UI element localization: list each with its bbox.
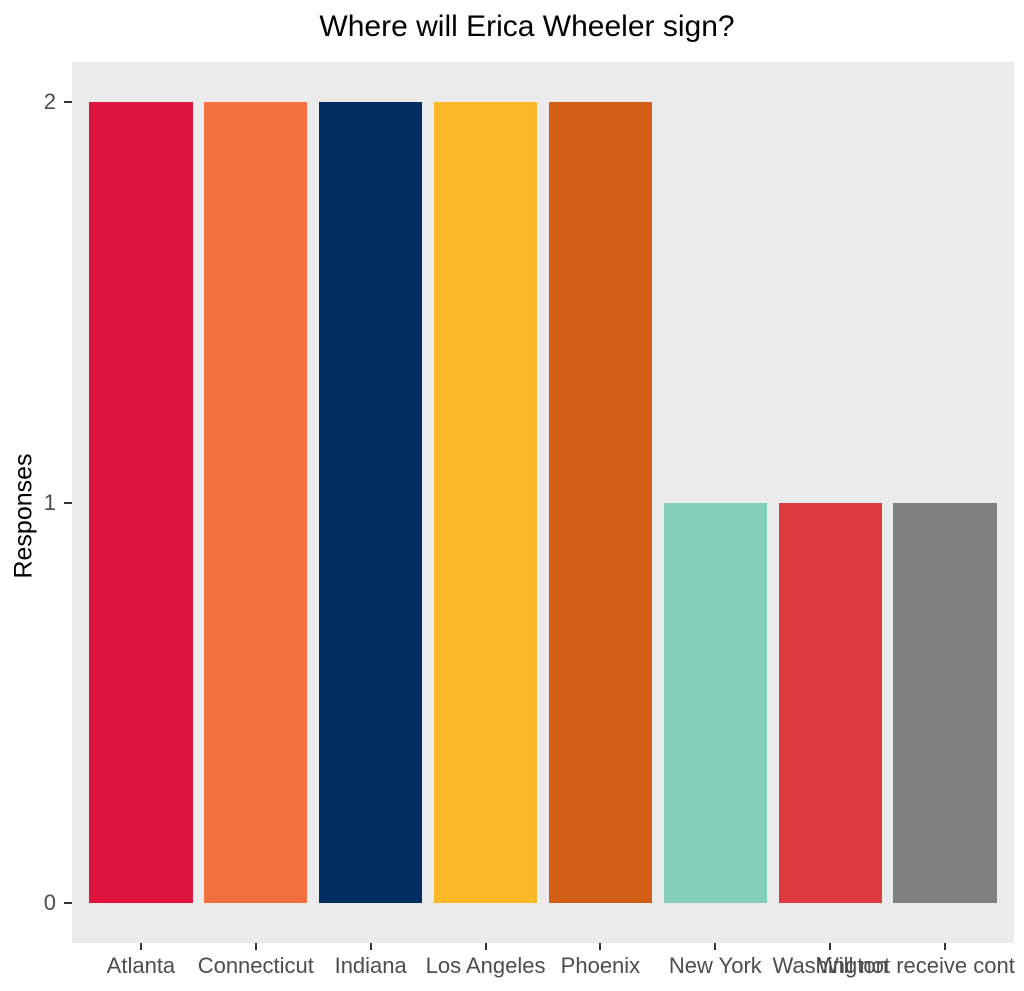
x-tick-label-new-york: New York bbox=[668, 953, 762, 978]
x-tick-label-indiana: Indiana bbox=[334, 953, 407, 978]
x-tick-label-atlanta: Atlanta bbox=[106, 953, 176, 978]
bar-atlanta bbox=[89, 102, 193, 903]
y-axis-title: Responses bbox=[9, 453, 38, 579]
chart-title: Where will Erica Wheeler sign? bbox=[319, 10, 735, 43]
x-tick-mark bbox=[714, 943, 717, 950]
bar-los-angeles bbox=[433, 102, 538, 903]
bar-will-not-receive-cont bbox=[893, 502, 997, 903]
x-tick-mark bbox=[254, 943, 257, 950]
y-tick-mark bbox=[64, 501, 72, 504]
bar-connecticut bbox=[204, 102, 308, 903]
y-tick-mark bbox=[64, 101, 72, 104]
x-tick-mark bbox=[139, 943, 142, 950]
x-tick-label-will-not-receive-cont: Will not receive cont bbox=[818, 953, 1015, 978]
x-tick-mark bbox=[829, 943, 832, 950]
x-tick-label-connecticut: Connecticut bbox=[197, 953, 314, 978]
bar-indiana bbox=[318, 102, 423, 903]
x-tick-mark bbox=[484, 943, 487, 950]
y-tick-label-0: 0 bbox=[43, 889, 56, 915]
y-tick-mark bbox=[64, 901, 72, 904]
x-tick-mark bbox=[369, 943, 372, 950]
bar-new-york bbox=[663, 502, 767, 903]
x-tick-label-phoenix: Phoenix bbox=[560, 953, 641, 978]
bar-washington bbox=[778, 502, 882, 903]
y-tick-label-2: 2 bbox=[43, 89, 56, 115]
x-tick-mark bbox=[944, 943, 947, 950]
x-tick-label-washington: Washington bbox=[772, 953, 888, 978]
x-tick-label-los-angeles: Los Angeles bbox=[425, 953, 546, 978]
y-tick-label-1: 1 bbox=[43, 489, 56, 515]
x-tick-mark bbox=[599, 943, 602, 950]
bar-phoenix bbox=[548, 102, 653, 903]
